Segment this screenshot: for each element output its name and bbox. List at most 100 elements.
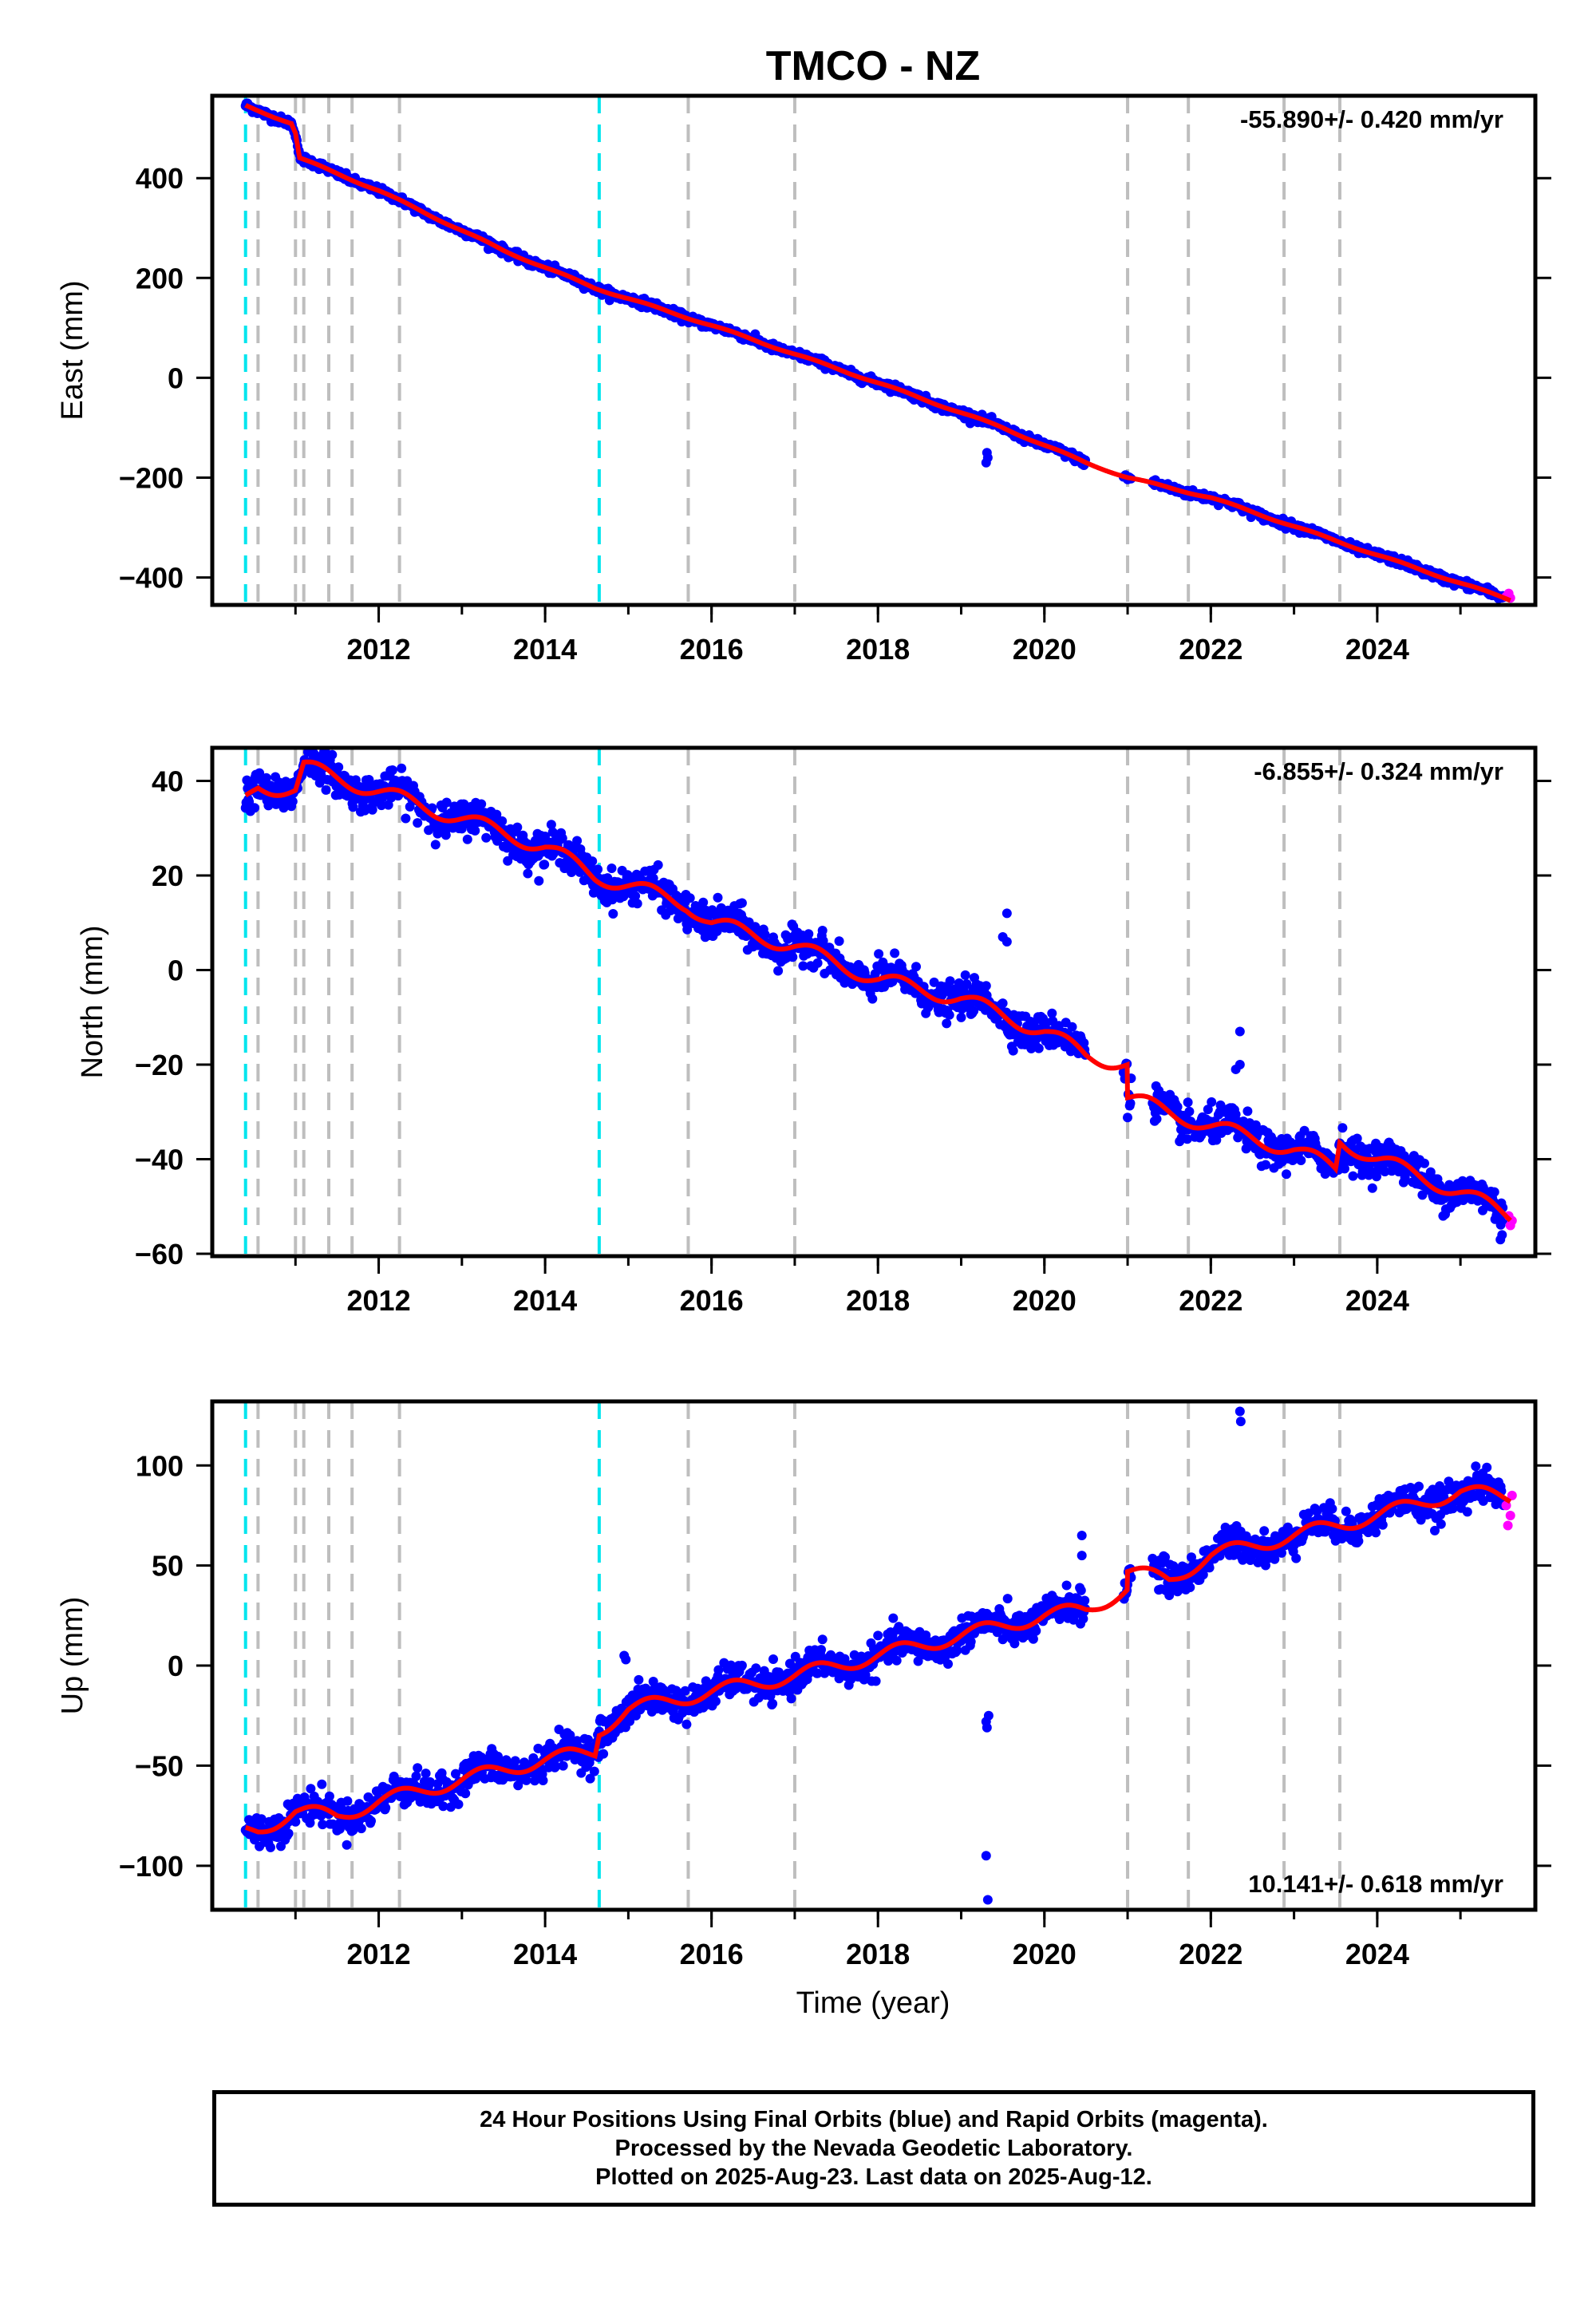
rate-label-north: -6.855+/- 0.324 mm/yr [1254,757,1503,785]
data-point [945,976,955,986]
data-point [356,1824,366,1834]
data-point [943,1659,953,1669]
data-point [606,864,617,873]
data-point [817,1634,828,1645]
x-tick-label-2020: 2020 [1013,1284,1077,1317]
data-point [737,898,747,908]
data-point [441,797,452,808]
data-point [713,892,723,903]
data-point [503,856,513,866]
y-tick-label-4: 400 [136,162,184,195]
data-point [598,1749,609,1759]
y-tick-label-2: −20 [135,1049,184,1081]
data-point [751,1663,761,1674]
data-point [1076,1585,1086,1595]
data-point [1002,1594,1013,1604]
data-point [327,749,338,760]
data-point [481,832,492,843]
data-point [401,813,411,824]
x-tick-label-2016: 2016 [680,633,744,666]
data-point [874,949,884,959]
data-point [255,768,265,778]
data-point [634,1674,644,1685]
y-tick-label-5: 40 [152,765,184,797]
data-point [470,825,480,836]
data-point [321,785,331,795]
data-point [812,958,823,968]
data-point [411,1771,421,1781]
chart-title: TMCO - NZ [766,43,981,89]
data-point [1242,1106,1253,1117]
data-point [421,1769,431,1779]
y-tick-label-3: 0 [168,954,184,987]
x-axis-label: Time (year) [796,1986,950,2020]
data-point [1123,1113,1132,1123]
data-point [608,909,618,919]
outlier-point-5 [1231,1064,1241,1074]
data-point [587,856,598,867]
data-point [283,1828,294,1839]
data-point [788,952,798,962]
data-point [589,1766,599,1777]
data-point [1348,1171,1358,1181]
data-point [1489,1187,1499,1197]
data-point [1185,1583,1195,1592]
data-point [381,1803,391,1813]
data-point [397,763,407,773]
y-tick-label-4: 20 [152,860,184,892]
model-fit-line [244,103,1511,603]
x-tick-label-2018: 2018 [846,633,910,666]
data-point [873,1630,883,1641]
data-point [512,822,523,832]
y-tick-label-0: −60 [135,1238,184,1271]
data-point [413,1763,423,1773]
data-point [710,1696,721,1706]
data-point [911,962,921,972]
data-point [1080,1595,1090,1606]
data-point [685,893,695,903]
data-point [334,762,344,773]
data-point [867,994,878,1004]
panel-frame [210,93,1538,607]
y-tick-label-1: −200 [119,462,184,495]
data-point [1207,1097,1217,1107]
data-point [572,836,583,846]
outlier-point-2 [1001,936,1012,947]
data-point [366,1816,376,1826]
data-point [462,834,472,844]
data-point [834,936,844,947]
y-axis-label-east: East (mm) [56,280,89,420]
outlier-point-7 [1495,1235,1506,1245]
outlier-point-2 [982,448,992,458]
data-point [956,1012,966,1022]
data-point [261,773,271,783]
data-point [1204,1563,1215,1573]
data-point [497,816,508,826]
data-point [453,1799,464,1809]
data-point [383,800,393,810]
data-point [557,833,567,844]
data-point [786,1694,796,1704]
data-point [364,775,374,785]
x-tick-label-2014: 2014 [513,1284,577,1317]
data-point [960,970,970,980]
data-point [768,1698,778,1709]
data-point [966,1637,976,1646]
data-point [405,801,415,812]
data-point [1008,1045,1018,1056]
plot-area [240,1401,1517,1910]
data-point [981,981,991,991]
data-point [817,926,828,935]
data-point [681,1719,692,1729]
panel-north: 2012 2014 2016 2018 2020 2022 2024−60−40−20020… [76,745,1551,1317]
data-point [632,899,642,909]
data-point [816,1645,826,1655]
panel-east: 2012 2014 2016 2018 2020 2022 2024−400−2000200… [56,93,1551,666]
x-tick-label-2012: 2012 [347,633,411,666]
rate-label-east: -55.890+/- 0.420 mm/yr [1240,105,1503,133]
data-point [523,868,533,879]
data-point [534,875,544,886]
data-point [1183,1097,1193,1108]
data-point [1184,1106,1195,1117]
